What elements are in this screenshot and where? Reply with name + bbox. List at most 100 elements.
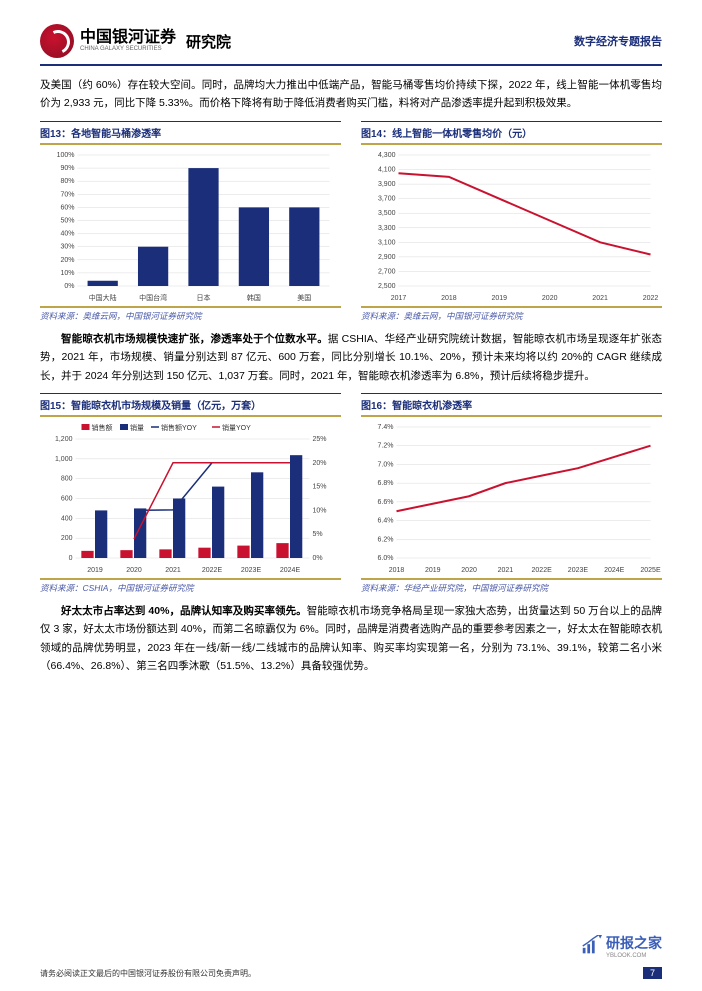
- paragraph-3: 好太太市占率达到 40%，品牌认知率及购买率领先。智能晾衣机市场竞争格局呈现一家…: [40, 602, 662, 676]
- svg-text:2021: 2021: [165, 567, 181, 574]
- svg-text:3,700: 3,700: [378, 195, 396, 202]
- chart14-line-chart: 2,500 2,700 2,900 3,100 3,300 3,500 3,700 3,900…: [361, 149, 662, 304]
- svg-text:4,100: 4,100: [378, 166, 396, 173]
- svg-text:2018: 2018: [389, 567, 405, 574]
- svg-text:15%: 15%: [313, 483, 327, 490]
- svg-text:2019: 2019: [425, 567, 441, 574]
- svg-text:0%: 0%: [64, 283, 74, 290]
- chart13-source: 资料来源：奥维云网，中国银河证券研究院: [40, 306, 341, 322]
- logo-cn: 中国银河证券: [80, 30, 176, 46]
- svg-text:2020: 2020: [542, 295, 558, 302]
- svg-text:2020: 2020: [126, 567, 142, 574]
- svg-text:10%: 10%: [313, 507, 327, 514]
- svg-text:600: 600: [61, 495, 73, 502]
- svg-text:2017: 2017: [391, 295, 407, 302]
- svg-text:2023E: 2023E: [241, 567, 262, 574]
- svg-text:3,300: 3,300: [378, 225, 396, 232]
- svg-text:2018: 2018: [441, 295, 457, 302]
- svg-text:10%: 10%: [60, 270, 74, 277]
- svg-text:1,200: 1,200: [55, 436, 73, 443]
- svg-text:2023E: 2023E: [568, 567, 589, 574]
- svg-text:6.6%: 6.6%: [378, 499, 394, 506]
- svg-text:2020: 2020: [461, 567, 477, 574]
- chart14-source: 资料来源：奥维云网，中国银河证券研究院: [361, 306, 662, 322]
- chart16-title: 图16：智能晾衣机渗透率: [361, 393, 662, 417]
- svg-text:60%: 60%: [60, 204, 74, 211]
- svg-text:中国台湾: 中国台湾: [139, 293, 167, 302]
- svg-text:6.4%: 6.4%: [378, 517, 394, 524]
- svg-text:50%: 50%: [60, 217, 74, 224]
- svg-text:800: 800: [61, 476, 73, 483]
- galaxy-logo-icon: [40, 24, 74, 58]
- svg-text:2025E: 2025E: [640, 567, 661, 574]
- para3-bold: 好太太市占率达到 40%，品牌认知率及购买率领先。: [61, 605, 307, 617]
- svg-text:2022: 2022: [643, 295, 659, 302]
- footer: 请务必阅读正文最后的中国银河证券股份有限公司免责声明。 7: [40, 967, 662, 979]
- svg-text:0: 0: [69, 555, 73, 562]
- svg-text:7.0%: 7.0%: [378, 461, 394, 468]
- svg-text:4,300: 4,300: [378, 152, 396, 159]
- svg-text:6.8%: 6.8%: [378, 480, 394, 487]
- svg-text:美国: 美国: [297, 293, 311, 302]
- svg-text:2022E: 2022E: [532, 567, 553, 574]
- svg-text:2,500: 2,500: [378, 283, 396, 290]
- svg-text:3,500: 3,500: [378, 210, 396, 217]
- paragraph-1: 及美国（约 60%）存在较大空间。同时，品牌均大力推出中低端产品，智能马桶零售均…: [40, 76, 662, 113]
- chart13-title: 图13：各地智能马桶渗透率: [40, 121, 341, 145]
- svg-text:2021: 2021: [498, 567, 514, 574]
- watermark: 研报之家 YBLOOK.COM: [580, 933, 662, 959]
- svg-text:90%: 90%: [60, 165, 74, 172]
- svg-text:40%: 40%: [60, 230, 74, 237]
- svg-text:销量: 销量: [130, 423, 144, 432]
- chart15-source: 资料来源：CSHIA，中国银河证券研究院: [40, 578, 341, 594]
- svg-text:7.4%: 7.4%: [378, 424, 394, 431]
- svg-text:销售额: 销售额: [92, 423, 113, 432]
- svg-text:3,100: 3,100: [378, 239, 396, 246]
- svg-text:70%: 70%: [60, 191, 74, 198]
- chart16-source: 资料来源：华经产业研究院，中国银河证券研究院: [361, 578, 662, 594]
- chart16-line-chart: 6.0% 6.2% 6.4% 6.6% 6.8% 7.0% 7.2% 7.4% 2018 2019…: [361, 421, 662, 576]
- svg-text:6.0%: 6.0%: [378, 555, 394, 562]
- svg-text:2024E: 2024E: [604, 567, 625, 574]
- page-header: 中国银河证券 CHINA GALAXY SECURITIES 研究院 数字经济专…: [40, 24, 662, 66]
- watermark-name: 研报之家: [606, 935, 662, 951]
- svg-text:20%: 20%: [313, 460, 327, 467]
- svg-text:80%: 80%: [60, 178, 74, 185]
- svg-text:200: 200: [61, 535, 73, 542]
- svg-text:30%: 30%: [60, 243, 74, 250]
- page-number: 7: [643, 967, 662, 979]
- svg-text:2022E: 2022E: [202, 567, 223, 574]
- svg-text:日本: 日本: [197, 293, 211, 302]
- svg-text:1,000: 1,000: [55, 456, 73, 463]
- svg-text:2019: 2019: [87, 567, 103, 574]
- svg-text:3,900: 3,900: [378, 181, 396, 188]
- watermark-chart-icon: [580, 935, 602, 957]
- svg-text:7.2%: 7.2%: [378, 443, 394, 450]
- svg-text:5%: 5%: [313, 531, 323, 538]
- svg-text:销量YOY: 销量YOY: [222, 423, 251, 432]
- svg-text:韩国: 韩国: [247, 293, 261, 302]
- paragraph-2: 智能晾衣机市场规模快速扩张，渗透率处于个位数水平。据 CSHIA、华经产业研究院…: [40, 330, 662, 385]
- chart13-bar-chart: 0% 10% 20% 30% 40% 50% 60% 70% 80% 90% 100% 中国大陆 中国台…: [40, 149, 341, 304]
- svg-text:25%: 25%: [313, 436, 327, 443]
- para2-bold: 智能晾衣机市场规模快速扩张，渗透率处于个位数水平。: [61, 333, 328, 345]
- svg-text:400: 400: [61, 515, 73, 522]
- watermark-sub: YBLOOK.COM: [606, 953, 662, 959]
- svg-text:100%: 100%: [57, 152, 75, 159]
- report-type: 数字经济专题报告: [574, 33, 662, 49]
- svg-text:2021: 2021: [592, 295, 608, 302]
- chart15-combo-chart: 销售额销量销售额YOY销量YOY02004006008001,0001,2000…: [40, 421, 341, 576]
- logo-block: 中国银河证券 CHINA GALAXY SECURITIES 研究院: [40, 24, 231, 58]
- svg-text:中国大陆: 中国大陆: [89, 293, 117, 302]
- svg-text:2,900: 2,900: [378, 254, 396, 261]
- chart14-title: 图14：线上智能一体机零售均价（元）: [361, 121, 662, 145]
- disclaimer: 请务必阅读正文最后的中国银河证券股份有限公司免责声明。: [40, 968, 256, 979]
- svg-text:2024E: 2024E: [280, 567, 301, 574]
- svg-text:6.2%: 6.2%: [378, 536, 394, 543]
- logo-suffix: 研究院: [186, 31, 231, 52]
- svg-text:2,700: 2,700: [378, 268, 396, 275]
- svg-text:2019: 2019: [492, 295, 508, 302]
- svg-text:20%: 20%: [60, 257, 74, 264]
- chart15-title: 图15：智能晾衣机市场规模及销量（亿元，万套）: [40, 393, 341, 417]
- logo-en: CHINA GALAXY SECURITIES: [80, 46, 176, 52]
